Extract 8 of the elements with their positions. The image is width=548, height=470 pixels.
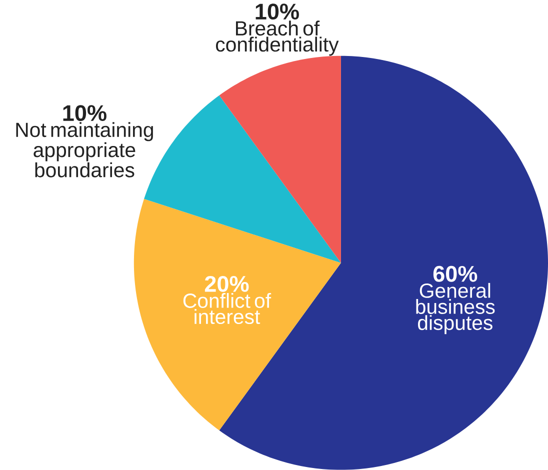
data-label: 10% bbox=[63, 105, 106, 122]
data-label: 60% bbox=[433, 266, 478, 282]
slice-label: General business disputes bbox=[416, 282, 495, 334]
data-label: 10% bbox=[256, 4, 299, 20]
slice-label: Breach of confidentiality bbox=[216, 20, 339, 56]
slice-label: Conflict of interest bbox=[183, 293, 272, 324]
data-label: 20% bbox=[204, 276, 249, 292]
slice-label: Not maintaining appropriate boundaries bbox=[16, 122, 153, 178]
